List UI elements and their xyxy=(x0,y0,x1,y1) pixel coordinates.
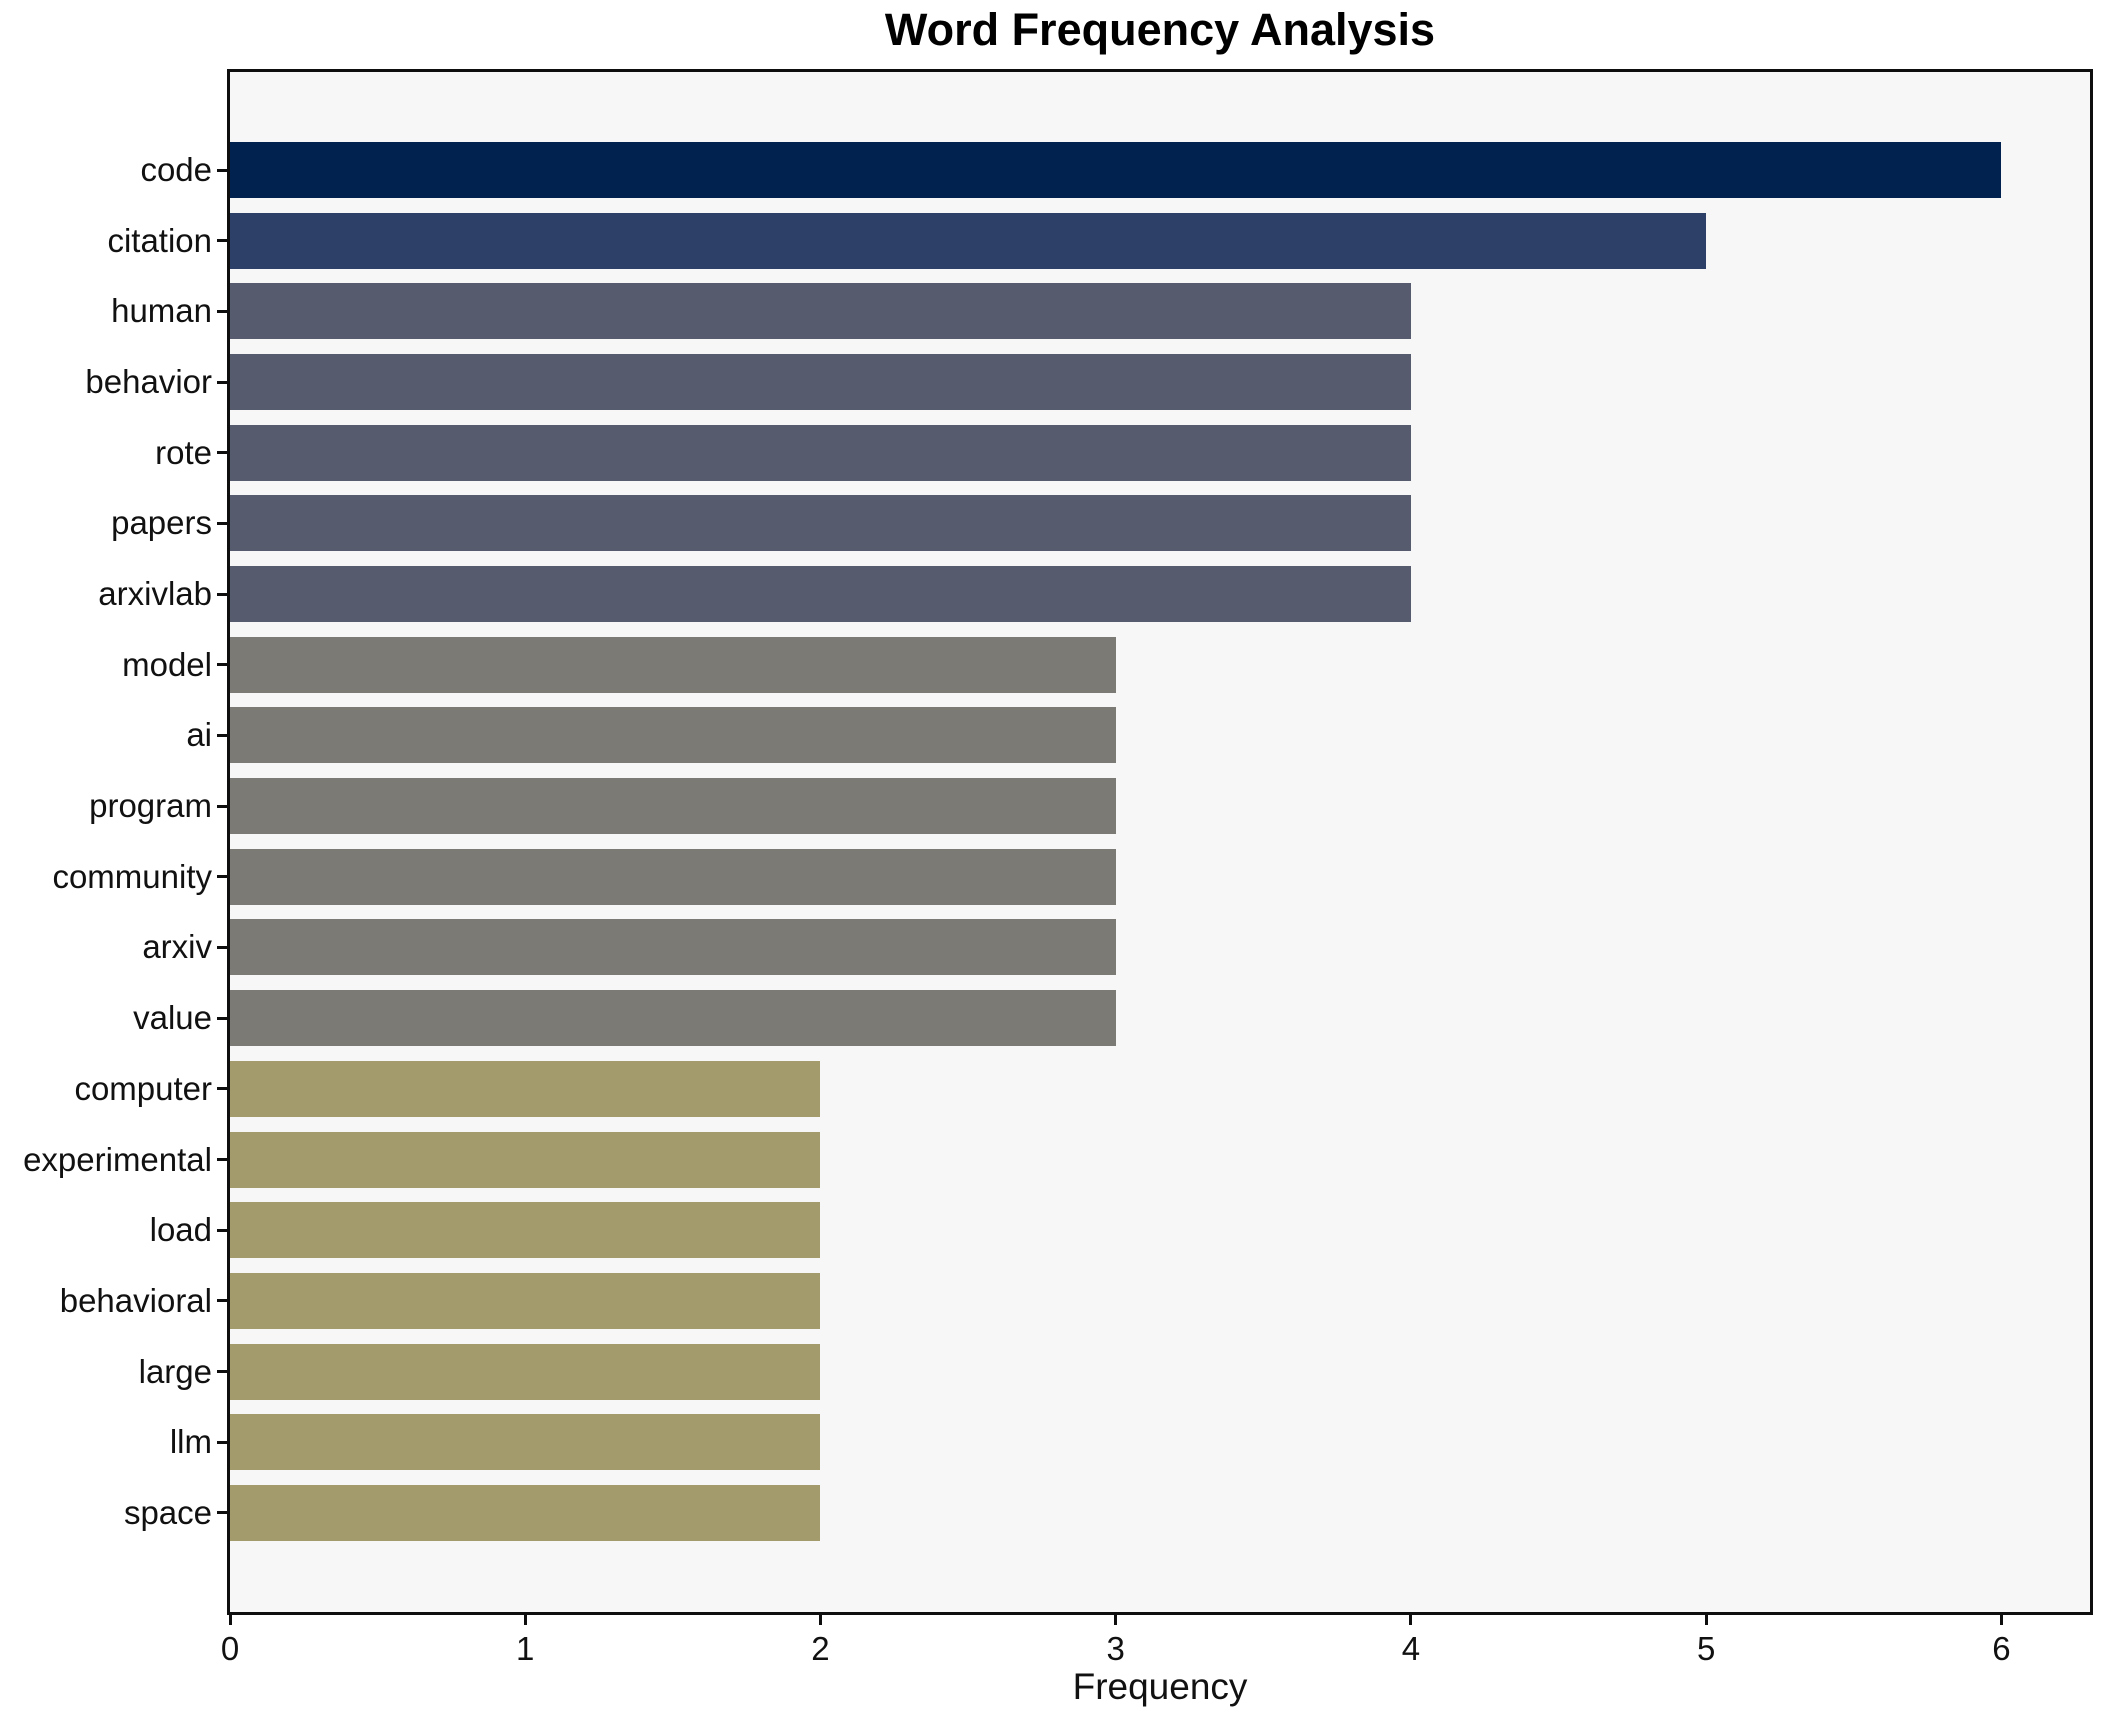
y-tick-mark xyxy=(217,1440,230,1444)
y-tick-label: community xyxy=(52,857,212,895)
x-tick-label: 3 xyxy=(1106,1630,1125,1667)
y-tick-mark xyxy=(217,733,230,737)
x-tick-mark xyxy=(1114,1612,1118,1625)
y-tick-mark xyxy=(217,451,230,455)
y-tick-label: code xyxy=(140,151,212,188)
bar-arxivlab xyxy=(230,566,1411,623)
y-tick-mark xyxy=(217,663,230,667)
y-tick-mark xyxy=(217,1511,230,1515)
bar-behavior xyxy=(230,354,1411,411)
chart-title: Word Frequency Analysis xyxy=(884,4,1436,55)
y-tick-label: large xyxy=(138,1352,212,1390)
x-tick-mark xyxy=(1999,1612,2003,1625)
bar-papers xyxy=(230,495,1411,552)
bar-load xyxy=(230,1202,821,1259)
y-tick-label: citation xyxy=(107,221,212,259)
y-tick-label: space xyxy=(123,1493,212,1531)
y-tick-mark xyxy=(217,309,230,313)
bar-code xyxy=(230,142,2002,198)
x-tick-label: 0 xyxy=(220,1630,240,1667)
y-tick-mark xyxy=(217,1299,230,1303)
y-tick-mark xyxy=(217,1016,230,1020)
bar-value xyxy=(230,990,1116,1047)
bar-human xyxy=(230,283,1411,340)
bar-experimental xyxy=(230,1131,821,1188)
y-tick-label: model xyxy=(122,645,212,683)
bar-large xyxy=(230,1343,821,1400)
y-tick-mark xyxy=(217,1370,230,1374)
y-tick-label: behavior xyxy=(85,363,212,401)
y-tick-label: human xyxy=(111,292,212,330)
bar-rote xyxy=(230,424,1411,481)
bar-computer xyxy=(230,1060,821,1117)
x-tick-label: 2 xyxy=(811,1630,830,1667)
bar-arxiv xyxy=(230,919,1116,976)
x-tick-mark xyxy=(1704,1612,1708,1625)
y-tick-label: load xyxy=(149,1211,212,1249)
x-tick-label: 5 xyxy=(1697,1630,1716,1667)
bar-program xyxy=(230,778,1116,835)
x-tick-label: 1 xyxy=(516,1630,535,1667)
bar-behavioral xyxy=(230,1272,821,1329)
y-tick-label: program xyxy=(89,787,212,825)
plot-area xyxy=(230,72,2090,1612)
x-tick-label: 4 xyxy=(1401,1630,1421,1667)
y-tick-mark xyxy=(217,1228,230,1232)
bar-space xyxy=(230,1484,821,1541)
y-tick-mark xyxy=(217,945,230,949)
y-tick-mark xyxy=(217,804,230,808)
y-tick-label: behavioral xyxy=(59,1281,212,1319)
y-tick-label: value xyxy=(133,999,212,1037)
bar-llm xyxy=(230,1414,821,1471)
y-tick-mark xyxy=(217,875,230,879)
x-axis-label: Frequency xyxy=(1072,1666,1248,1707)
y-tick-label: computer xyxy=(74,1069,212,1107)
y-tick-mark xyxy=(217,521,230,525)
y-tick-label: arxiv xyxy=(142,928,212,966)
y-tick-label: experimental xyxy=(23,1140,212,1178)
x-tick-mark xyxy=(1409,1612,1413,1625)
bar-citation xyxy=(230,212,1707,269)
y-tick-mark xyxy=(217,1087,230,1091)
y-tick-mark xyxy=(217,168,230,172)
y-tick-label: arxivlab xyxy=(98,575,212,613)
y-tick-label: papers xyxy=(111,504,212,542)
y-tick-mark xyxy=(217,1158,230,1162)
y-tick-mark xyxy=(217,380,230,384)
x-tick-label: 6 xyxy=(1992,1630,2011,1667)
y-tick-label: llm xyxy=(169,1423,212,1461)
y-tick-mark xyxy=(217,239,230,243)
bar-community xyxy=(230,848,1116,905)
x-tick-mark xyxy=(523,1612,527,1625)
x-tick-mark xyxy=(228,1612,232,1625)
y-tick-label: ai xyxy=(186,716,212,754)
bar-ai xyxy=(230,707,1116,764)
y-tick-mark xyxy=(217,592,230,596)
x-tick-mark xyxy=(818,1612,822,1625)
y-tick-label: rote xyxy=(155,433,212,471)
bar-model xyxy=(230,636,1116,693)
